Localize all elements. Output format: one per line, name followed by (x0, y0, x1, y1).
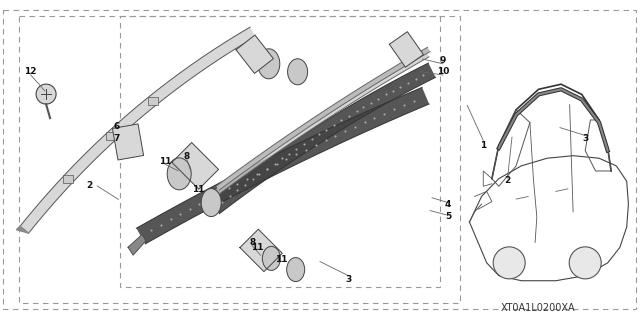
Bar (120, 16, 440, 287)
Polygon shape (216, 52, 429, 194)
Polygon shape (172, 143, 218, 189)
Text: 2: 2 (86, 181, 93, 189)
Ellipse shape (287, 257, 305, 282)
Ellipse shape (167, 158, 191, 190)
Text: 10: 10 (436, 67, 449, 76)
Bar (106, 132, 116, 140)
Polygon shape (389, 32, 424, 67)
Bar (19, 16, 460, 303)
Text: 3: 3 (346, 275, 352, 284)
Ellipse shape (258, 49, 280, 79)
Text: 11: 11 (251, 243, 264, 252)
Text: 12: 12 (24, 67, 37, 76)
Polygon shape (136, 87, 429, 244)
Text: 6: 6 (113, 122, 120, 131)
Polygon shape (17, 226, 29, 233)
Text: 11: 11 (192, 185, 205, 194)
Circle shape (569, 247, 601, 279)
Text: 11: 11 (275, 256, 288, 264)
Polygon shape (236, 35, 273, 73)
Text: XT0A1L0200XA: XT0A1L0200XA (500, 302, 575, 313)
Text: 7: 7 (113, 134, 120, 143)
Bar (63, 175, 73, 183)
Bar (148, 97, 158, 105)
Text: 4: 4 (445, 200, 451, 209)
Polygon shape (20, 27, 255, 233)
Polygon shape (128, 234, 146, 255)
Ellipse shape (201, 189, 221, 217)
Ellipse shape (262, 246, 280, 271)
Text: 8: 8 (184, 152, 190, 161)
Text: 8: 8 (249, 238, 255, 247)
Ellipse shape (287, 59, 308, 85)
Circle shape (36, 84, 56, 104)
Polygon shape (209, 63, 436, 214)
Polygon shape (216, 47, 430, 190)
Polygon shape (113, 124, 143, 160)
Text: 1: 1 (480, 141, 486, 150)
Text: 5: 5 (445, 212, 451, 221)
Polygon shape (240, 229, 282, 271)
Text: 9: 9 (440, 56, 446, 65)
Circle shape (493, 247, 525, 279)
Text: 3: 3 (582, 134, 589, 143)
Text: 11: 11 (159, 157, 172, 166)
Text: 2: 2 (504, 176, 511, 185)
